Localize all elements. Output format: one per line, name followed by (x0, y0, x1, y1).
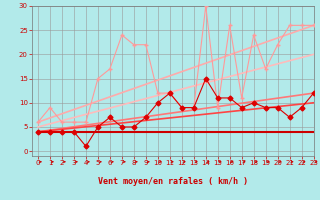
X-axis label: Vent moyen/en rafales ( km/h ): Vent moyen/en rafales ( km/h ) (98, 177, 248, 186)
